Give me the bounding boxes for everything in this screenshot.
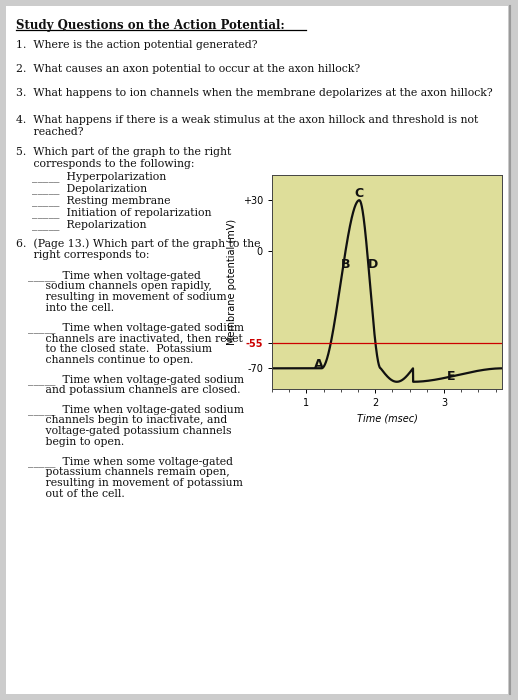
- Text: begin to open.: begin to open.: [28, 437, 124, 447]
- Text: 6.  (Page 13.) Which part of the graph to the: 6. (Page 13.) Which part of the graph to…: [16, 238, 261, 248]
- Text: C: C: [355, 187, 364, 200]
- Text: into the cell.: into the cell.: [28, 303, 114, 313]
- Text: potassium channels remain open,: potassium channels remain open,: [28, 467, 230, 477]
- Text: to the closed state.  Potassium: to the closed state. Potassium: [28, 344, 212, 354]
- Text: sodium channels open rapidly,: sodium channels open rapidly,: [28, 281, 212, 291]
- Text: voltage-gated potassium channels: voltage-gated potassium channels: [28, 426, 232, 436]
- Text: 1.  Where is the action potential generated?: 1. Where is the action potential generat…: [16, 40, 257, 50]
- Text: resulting in movement of sodium: resulting in movement of sodium: [28, 292, 227, 302]
- Text: _____  Hyperpolarization: _____ Hyperpolarization: [32, 171, 166, 182]
- Text: 5.  Which part of the graph to the right: 5. Which part of the graph to the right: [16, 147, 231, 157]
- Text: _____  Time when voltage-gated sodium: _____ Time when voltage-gated sodium: [28, 322, 244, 332]
- Text: _____  Time when voltage-gated sodium: _____ Time when voltage-gated sodium: [28, 374, 244, 385]
- Text: channels are inactivated, then reset: channels are inactivated, then reset: [28, 333, 243, 343]
- Text: and potassium channels are closed.: and potassium channels are closed.: [28, 385, 240, 395]
- Text: _____  Depolarization: _____ Depolarization: [32, 183, 147, 194]
- Text: channels begin to inactivate, and: channels begin to inactivate, and: [28, 415, 227, 425]
- Text: resulting in movement of potassium: resulting in movement of potassium: [28, 478, 243, 488]
- Text: E: E: [447, 370, 455, 383]
- Text: right corresponds to:: right corresponds to:: [16, 250, 150, 260]
- Text: Study Questions on the Action Potential:: Study Questions on the Action Potential:: [16, 19, 285, 32]
- Text: out of the cell.: out of the cell.: [28, 489, 125, 499]
- Text: 3.  What happens to ion channels when the membrane depolarizes at the axon hillo: 3. What happens to ion channels when the…: [16, 88, 493, 98]
- Text: _____  Time when voltage-gated sodium: _____ Time when voltage-gated sodium: [28, 404, 244, 414]
- Text: A: A: [314, 358, 324, 372]
- Text: 4.  What happens if there is a weak stimulus at the axon hillock and threshold i: 4. What happens if there is a weak stimu…: [16, 115, 478, 125]
- Text: _____  Time when voltage-gated: _____ Time when voltage-gated: [28, 270, 201, 281]
- Text: corresponds to the following:: corresponds to the following:: [16, 159, 194, 169]
- Y-axis label: Membrane potential (mV): Membrane potential (mV): [227, 218, 237, 345]
- Text: 2.  What causes an axon potential to occur at the axon hillock?: 2. What causes an axon potential to occu…: [16, 64, 360, 74]
- Text: reached?: reached?: [16, 127, 83, 137]
- Text: _____  Repolarization: _____ Repolarization: [32, 219, 147, 230]
- Text: _____  Time when some voltage-gated: _____ Time when some voltage-gated: [28, 456, 233, 467]
- X-axis label: Time (msec): Time (msec): [357, 413, 418, 423]
- Text: D: D: [368, 258, 378, 271]
- Text: _____  Initiation of repolarization: _____ Initiation of repolarization: [32, 207, 211, 218]
- Text: _____  Resting membrane: _____ Resting membrane: [32, 195, 170, 206]
- Text: B: B: [341, 258, 350, 271]
- Text: channels continue to open.: channels continue to open.: [28, 355, 193, 365]
